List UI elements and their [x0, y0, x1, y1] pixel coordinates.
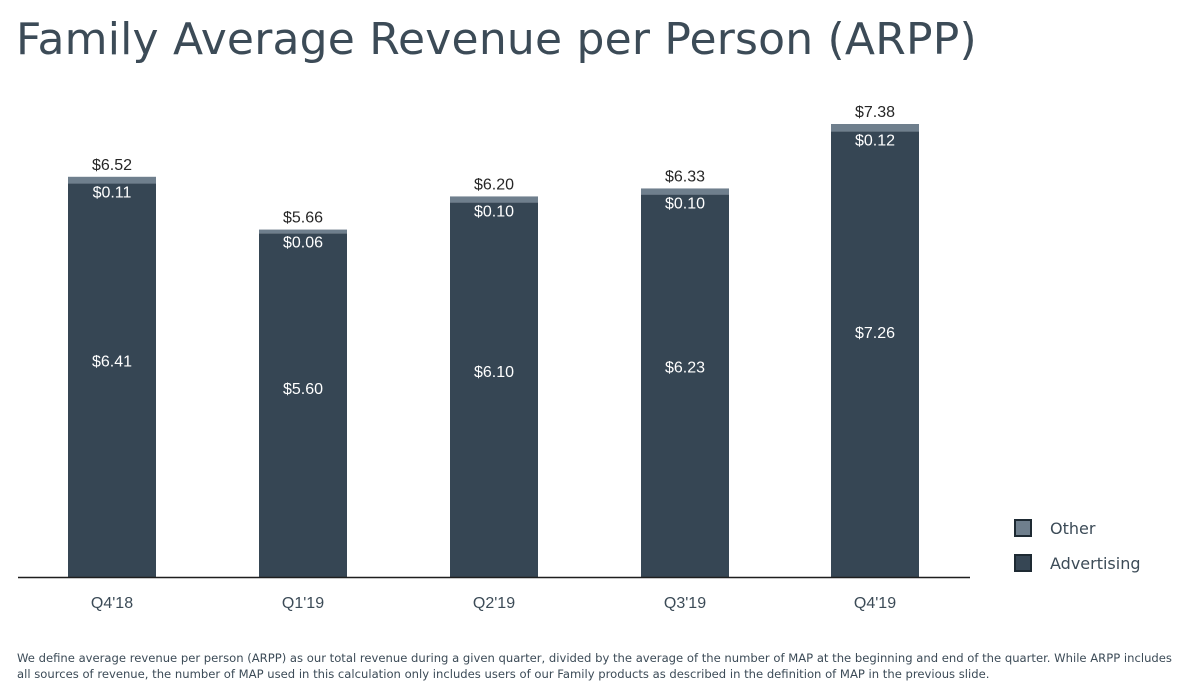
advertising-value-label: $7.26	[855, 325, 895, 342]
bar-advertising	[259, 233, 347, 577]
legend-label-other: Other	[1050, 518, 1096, 538]
x-tick-label: Q4'19	[854, 595, 896, 612]
other-value-label: $0.10	[474, 204, 514, 221]
page-title: Family Average Revenue per Person (ARPP)	[16, 14, 977, 65]
legend-swatch-other	[1014, 519, 1032, 537]
legend-swatch-advertising	[1014, 554, 1032, 572]
footnote: We define average revenue per person (AR…	[17, 651, 1172, 681]
x-tick-label: Q2'19	[473, 595, 515, 612]
bar-other	[831, 124, 919, 132]
other-value-label: $0.12	[855, 132, 895, 149]
other-value-label: $0.11	[93, 185, 132, 202]
total-label: $6.33	[665, 168, 705, 185]
bar-advertising	[831, 131, 919, 578]
bar-other	[68, 176, 156, 184]
total-label: $7.38	[855, 104, 895, 121]
other-value-label: $0.10	[665, 196, 705, 213]
x-tick-label: Q4'18	[91, 595, 133, 612]
advertising-value-label: $5.60	[283, 381, 323, 398]
legend-item-other: Other	[1014, 516, 1141, 540]
total-label: $6.20	[474, 176, 514, 193]
legend-label-advertising: Advertising	[1050, 553, 1141, 573]
arpp-bar-chart: $6.52 $0.11 $6.41 Q4'18 $5.66 $0.06 $5.60 Q1'19…	[18, 104, 970, 612]
advertising-value-label: $6.10	[474, 364, 514, 381]
chart-legend: Other Advertising	[1014, 516, 1141, 586]
advertising-value-label: $6.23	[665, 360, 705, 377]
bar-other	[259, 229, 347, 234]
advertising-value-label: $6.41	[92, 354, 132, 371]
x-tick-label: Q1'19	[282, 595, 324, 612]
x-tick-label: Q3'19	[664, 595, 706, 612]
legend-item-advertising: Advertising	[1014, 551, 1141, 575]
bar-other	[450, 196, 538, 203]
total-label: $5.66	[283, 210, 323, 227]
other-value-label: $0.06	[283, 234, 323, 251]
bar-advertising	[641, 194, 729, 578]
total-label: $6.52	[92, 157, 132, 174]
bar-advertising	[68, 183, 156, 577]
bar-advertising	[450, 202, 538, 578]
bar-other	[641, 188, 729, 195]
